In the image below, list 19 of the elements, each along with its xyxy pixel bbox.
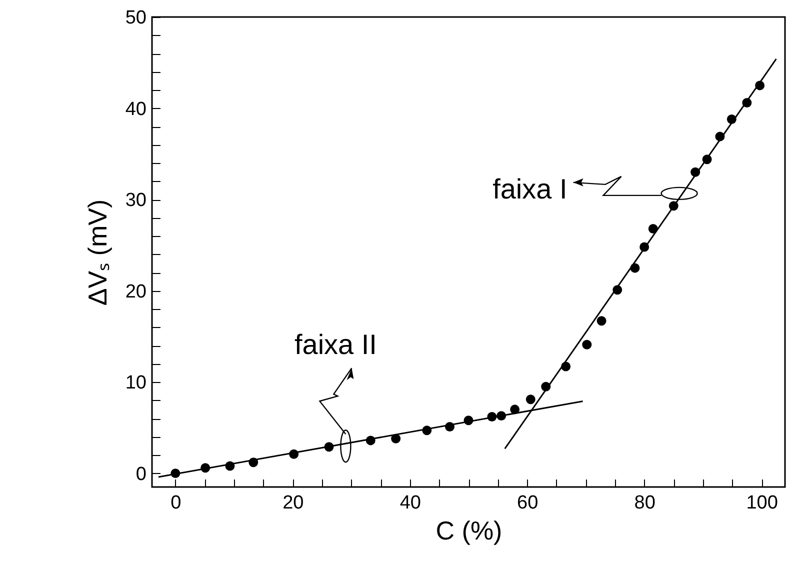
y-tick-label: 40 xyxy=(125,98,146,120)
y-tick-label: 50 xyxy=(125,8,146,28)
point xyxy=(596,316,606,326)
x-tick-label: 60 xyxy=(517,492,538,514)
x-tick-label: 80 xyxy=(634,492,656,514)
y-tick-label: 30 xyxy=(125,190,146,212)
x-axis-title: C (%) xyxy=(436,516,502,546)
y-tick-label: 20 xyxy=(125,281,146,302)
x-tick-label: 40 xyxy=(400,492,421,514)
x-tick-label: 100 xyxy=(746,492,778,514)
y-tick-label: 0 xyxy=(136,464,146,485)
x-tick-label: 20 xyxy=(282,492,304,514)
x-tick-label: 0 xyxy=(170,492,182,514)
annotation: faixa II xyxy=(294,329,377,360)
annotation: faixa I xyxy=(492,173,568,204)
point xyxy=(526,394,536,404)
y-axis-title: ΔVₛ (mV) xyxy=(82,199,112,306)
point xyxy=(582,340,592,350)
y-tick-label: 10 xyxy=(125,372,146,394)
